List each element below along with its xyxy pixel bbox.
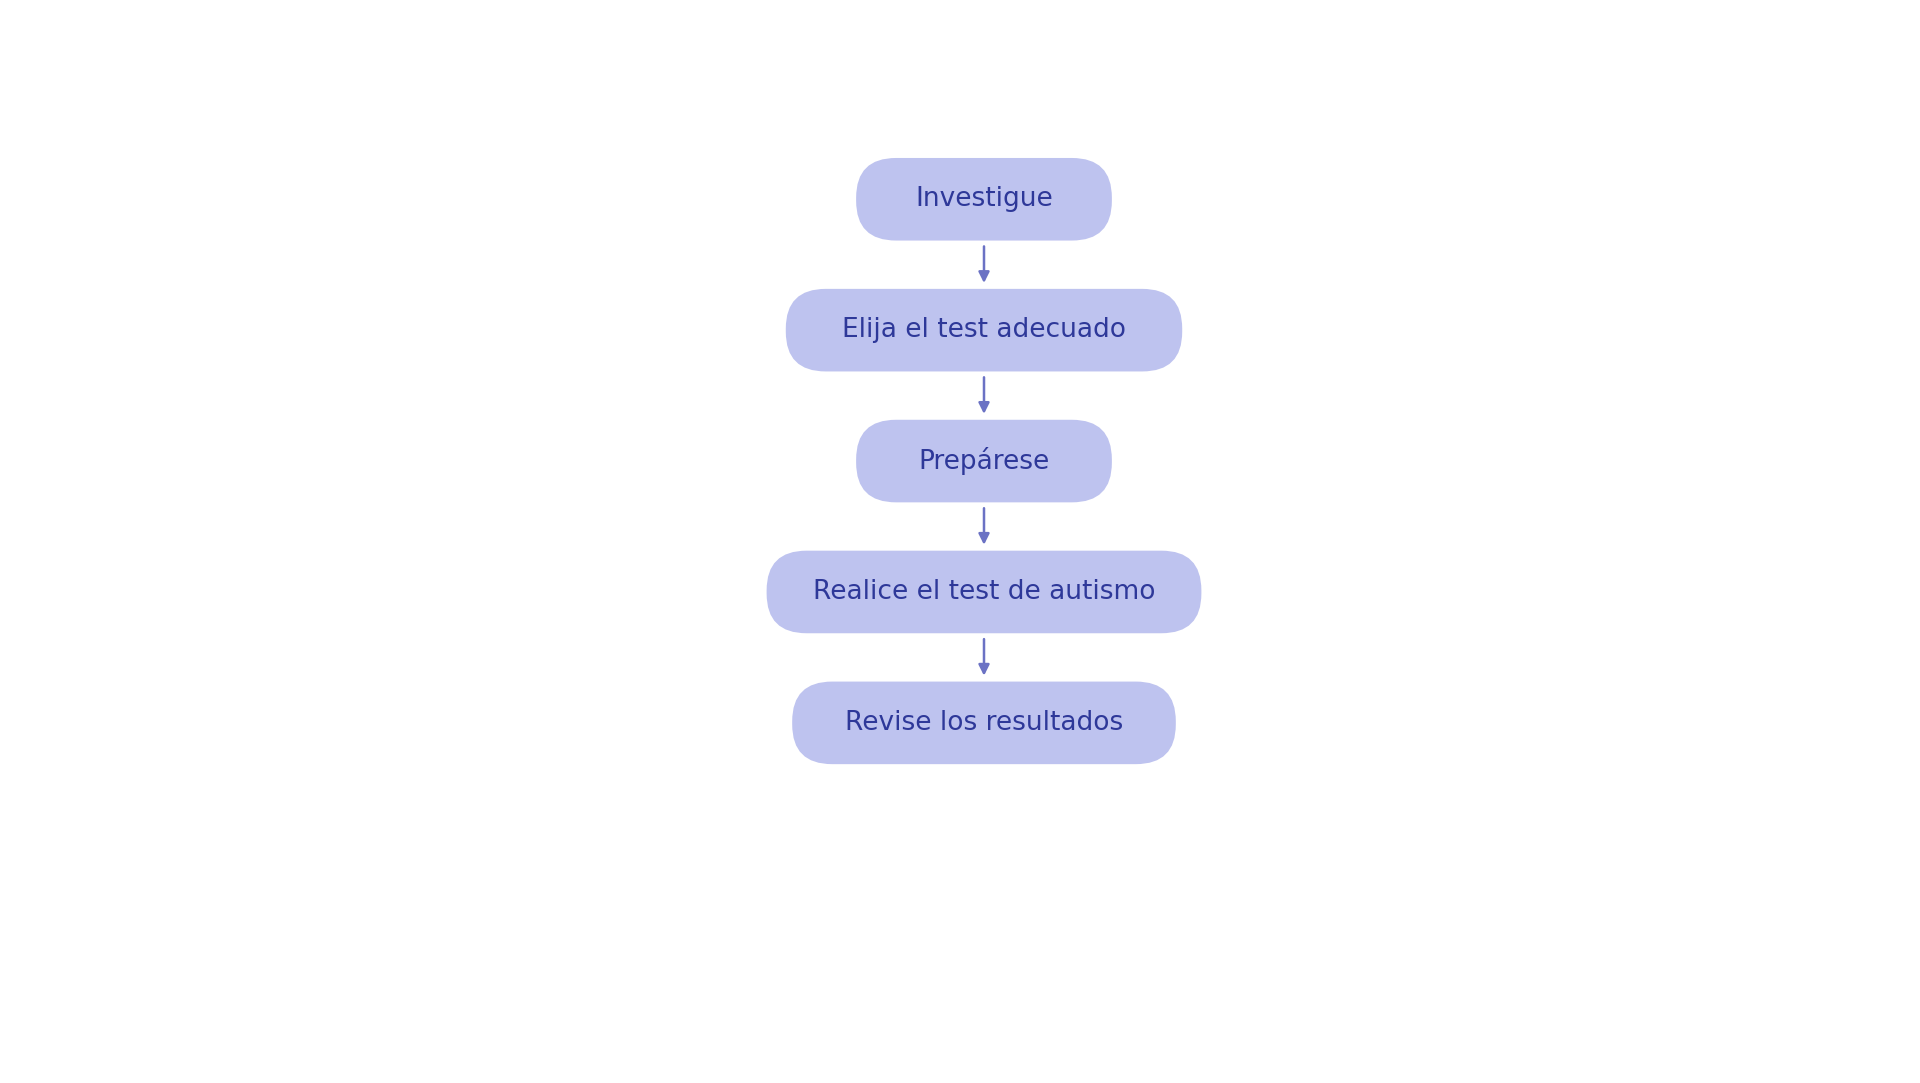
Text: Revise los resultados: Revise los resultados [845,709,1123,735]
FancyBboxPatch shape [766,550,1202,634]
Text: Realice el test de autismo: Realice el test de autismo [812,579,1156,605]
FancyBboxPatch shape [793,681,1175,765]
FancyBboxPatch shape [785,289,1183,371]
Text: Investigue: Investigue [916,186,1052,212]
Text: Prepárese: Prepárese [918,447,1050,475]
FancyBboxPatch shape [856,158,1112,240]
FancyBboxPatch shape [856,420,1112,503]
Text: Elija el test adecuado: Elija el test adecuado [843,317,1125,343]
